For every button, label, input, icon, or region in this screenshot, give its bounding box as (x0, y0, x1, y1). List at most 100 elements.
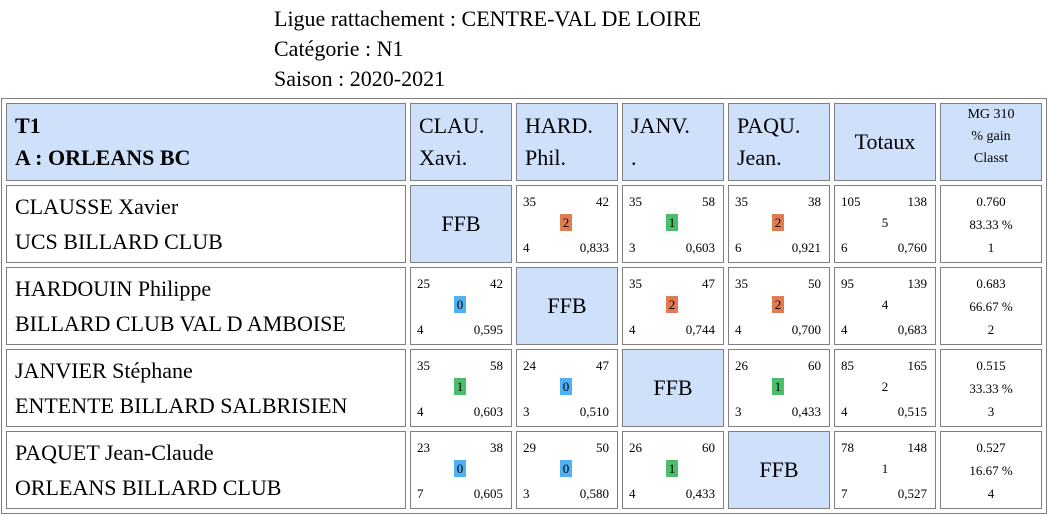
player-row: HARDOUIN Philippe BILLARD CLUB VAL D AMBO… (6, 267, 1042, 345)
total-average: 0,515 (897, 404, 927, 419)
total-result: 5 (881, 215, 889, 230)
match-result-badge: 1 (666, 460, 678, 477)
ffb-cell: FFB (410, 185, 512, 263)
match-target: 60 (808, 358, 821, 373)
match-average: 0,605 (473, 486, 503, 501)
match-target: 60 (702, 440, 715, 455)
column-header-line2: Phil. (525, 145, 566, 170)
mg-value: 0.515 (976, 358, 1006, 373)
match-cell: 35 47 2 4 0,744 (622, 267, 724, 345)
match-cell: 23 38 0 7 0,605 (410, 431, 512, 509)
total-target: 148 (907, 440, 928, 455)
gain-value: 66.67 % (969, 299, 1013, 314)
classt-value: 3 (987, 404, 995, 419)
column-header-line1: PAQU. (737, 113, 801, 138)
match-cell: 35 58 1 3 0,603 (622, 185, 724, 263)
match-cell: 35 50 2 4 0,700 (728, 267, 830, 345)
results-table: T1 A : ORLEANS BC CLAU. Xavi. HARD. Phil… (1, 98, 1047, 514)
total-innings: 7 (841, 486, 848, 501)
match-result-badge: 2 (772, 214, 784, 231)
total-points: 95 (841, 276, 854, 291)
match-average: 0,744 (685, 322, 715, 337)
team-name: A : ORLEANS BC (15, 145, 191, 170)
player-club: BILLARD CLUB VAL D AMBOISE (15, 311, 346, 336)
column-header-line1: CLAU. (419, 113, 485, 138)
match-average: 0,700 (791, 322, 821, 337)
match-points: 24 (523, 358, 536, 373)
match-cell: 26 60 1 4 0,433 (622, 431, 724, 509)
player-cell: JANVIER Stéphane ENTENTE BILLARD SALBRISI… (6, 349, 406, 427)
player-name: JANVIER Stéphane (15, 358, 193, 383)
gain-value: 16.67 % (969, 463, 1013, 478)
match-result-badge: 2 (666, 296, 678, 313)
player-row: JANVIER Stéphane ENTENTE BILLARD SALBRISI… (6, 349, 1042, 427)
player-club: ORLEANS BILLARD CLUB (15, 475, 282, 500)
player-club: ENTENTE BILLARD SALBRISIEN (15, 393, 348, 418)
gain-value: 83.33 % (969, 217, 1013, 232)
match-average: 0,921 (791, 240, 821, 255)
totals-cell: 85 165 2 4 0,515 (834, 349, 936, 427)
match-points: 26 (629, 440, 642, 455)
match-result-badge: 0 (454, 296, 466, 313)
match-target: 50 (596, 440, 609, 455)
match-innings: 4 (417, 322, 424, 337)
mg-value: 0.527 (976, 440, 1006, 455)
column-header-clau: CLAU. Xavi. (410, 103, 512, 181)
player-cell: PAQUET Jean-Claude ORLEANS BILLARD CLUB (6, 431, 406, 509)
column-header-line2: Xavi. (419, 145, 468, 170)
match-points: 29 (523, 440, 536, 455)
match-target: 38 (808, 194, 821, 209)
column-header-hard: HARD. Phil. (516, 103, 618, 181)
player-name: HARDOUIN Philippe (15, 276, 212, 301)
total-result: 2 (881, 379, 889, 394)
match-points: 26 (735, 358, 748, 373)
match-innings: 6 (735, 240, 742, 255)
match-points: 25 (417, 276, 430, 291)
match-result-badge: 0 (560, 378, 572, 395)
match-innings: 4 (629, 486, 636, 501)
match-average: 0,603 (473, 404, 503, 419)
player-row: CLAUSSE Xavier UCS BILLARD CLUB FFB 35 42 2 4 0… (6, 185, 1042, 263)
header-row: T1 A : ORLEANS BC CLAU. Xavi. HARD. Phil… (6, 103, 1042, 181)
totals-cell: 95 139 4 4 0,683 (834, 267, 936, 345)
match-points: 23 (417, 440, 430, 455)
total-average: 0,683 (897, 322, 927, 337)
match-target: 47 (596, 358, 609, 373)
total-result: 1 (881, 461, 889, 476)
categorie-line: Catégorie : N1 (274, 36, 404, 61)
mg-cell: 0.683 66.67 % 2 (940, 267, 1042, 345)
classt-label: Classt (973, 151, 1009, 166)
match-average: 0,595 (473, 322, 503, 337)
total-target: 165 (907, 358, 928, 373)
mg-cell: 0.515 33.33 % 3 (940, 349, 1042, 427)
mg-label: MG 310 (967, 107, 1015, 122)
total-points: 85 (841, 358, 854, 373)
match-cell: 24 47 0 3 0,510 (516, 349, 618, 427)
match-target: 42 (490, 276, 503, 291)
player-cell: CLAUSSE Xavier UCS BILLARD CLUB (6, 185, 406, 263)
total-innings: 4 (841, 322, 848, 337)
saison-line: Saison : 2020-2021 (274, 66, 446, 91)
match-points: 35 (735, 194, 748, 209)
total-innings: 6 (841, 240, 848, 255)
match-innings: 4 (735, 322, 742, 337)
column-header-janv: JANV. . (622, 103, 724, 181)
match-average: 0,833 (579, 240, 609, 255)
table-title: T1 (15, 113, 41, 138)
match-cell: 29 50 0 3 0,580 (516, 431, 618, 509)
match-innings: 3 (523, 404, 530, 419)
ffb-cell: FFB (516, 267, 618, 345)
match-result-badge: 2 (772, 296, 784, 313)
match-cell: 26 60 1 3 0,433 (728, 349, 830, 427)
match-innings: 7 (417, 486, 424, 501)
match-result-badge: 0 (560, 460, 572, 477)
total-target: 138 (907, 194, 928, 209)
match-points: 35 (629, 194, 642, 209)
mg-value: 0.760 (976, 194, 1006, 209)
classt-value: 4 (987, 486, 995, 501)
match-cell: 35 42 2 4 0,833 (516, 185, 618, 263)
column-header-line2: . (631, 145, 637, 170)
totals-cell: 105 138 5 6 0,760 (834, 185, 936, 263)
totals-cell: 78 148 1 7 0,527 (834, 431, 936, 509)
competition-header: Ligue rattachement : CENTRE-VAL DE LOIRE… (274, 4, 701, 94)
